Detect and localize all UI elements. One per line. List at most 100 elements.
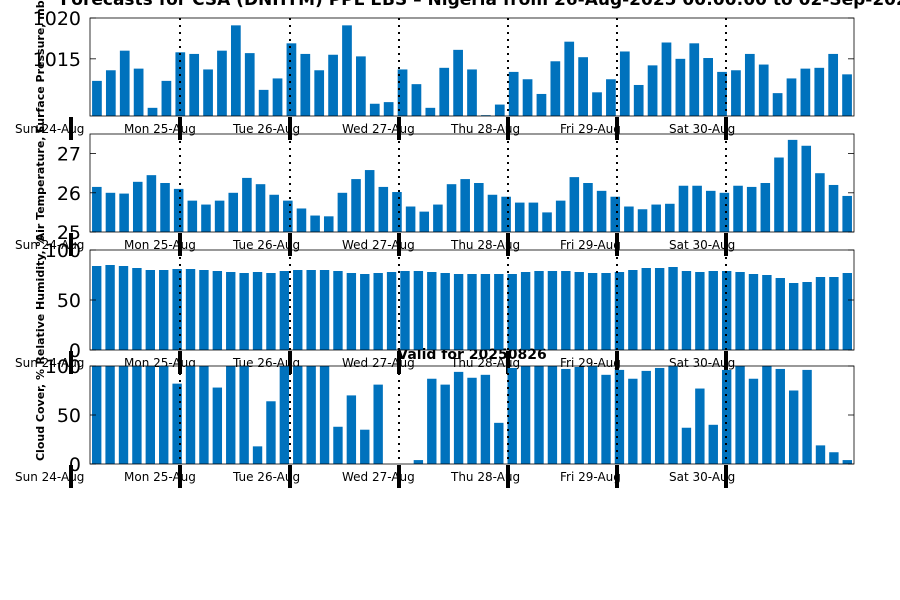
- bar: [252, 446, 263, 464]
- bar: [614, 272, 625, 350]
- x-day-label: Fri 29-Aug: [560, 470, 621, 484]
- y-tick-label: 100: [45, 356, 81, 378]
- x-day-label: Thu 28-Aug: [450, 238, 520, 252]
- bar: [133, 68, 144, 116]
- bar: [522, 79, 533, 116]
- bar: [346, 395, 357, 464]
- bar: [226, 366, 236, 464]
- bar: [731, 70, 741, 116]
- bar: [119, 193, 129, 232]
- bar: [480, 274, 491, 350]
- bar: [508, 71, 519, 116]
- bar: [815, 277, 826, 350]
- bar: [695, 272, 705, 350]
- bar: [587, 366, 598, 464]
- x-day-label: Tue 26-Aug: [232, 470, 300, 484]
- bar: [286, 43, 297, 116]
- bar: [118, 266, 129, 350]
- bar: [654, 268, 665, 350]
- bar: [306, 270, 316, 350]
- bar: [641, 370, 651, 464]
- y-tick-label: 26: [57, 183, 81, 205]
- x-day-label: Sat 30-Aug: [669, 122, 735, 136]
- y-tick-label: 50: [57, 290, 81, 312]
- bar: [614, 369, 625, 464]
- bar: [419, 211, 430, 232]
- bar: [373, 273, 383, 350]
- bar: [203, 69, 213, 116]
- bar: [360, 429, 370, 464]
- bar: [258, 89, 269, 116]
- y-tick-label: 25: [57, 222, 81, 244]
- x-day-label: Sat 30-Aug: [669, 470, 735, 484]
- bar: [829, 277, 839, 350]
- bar: [534, 366, 544, 464]
- bar: [695, 388, 705, 464]
- bar: [132, 366, 142, 464]
- bar: [467, 274, 477, 350]
- bar: [842, 74, 852, 116]
- bar: [132, 181, 143, 232]
- x-day-label: Fri 29-Aug: [560, 356, 621, 370]
- x-day-label: Wed 27-Aug: [342, 356, 415, 370]
- bar: [439, 67, 450, 116]
- bar: [314, 70, 325, 116]
- bar: [651, 204, 661, 232]
- bar: [386, 272, 397, 350]
- bar: [92, 186, 102, 232]
- bar: [633, 84, 644, 116]
- bar: [310, 215, 320, 232]
- bar: [145, 270, 155, 350]
- bar: [392, 192, 402, 232]
- bar: [474, 183, 484, 232]
- bar: [411, 84, 422, 116]
- bar: [383, 102, 394, 116]
- bar: [661, 42, 672, 116]
- bar: [333, 426, 343, 464]
- bar: [481, 115, 491, 116]
- y-tick-label: 50: [57, 405, 81, 427]
- y-axis-label: Relative Humidity, %: [34, 235, 47, 364]
- plot-frame: [89, 133, 855, 233]
- bar: [172, 269, 182, 350]
- bar: [92, 366, 102, 464]
- bar: [266, 401, 276, 464]
- bar: [788, 390, 799, 464]
- bar: [293, 366, 303, 464]
- bar: [501, 196, 511, 232]
- bar: [283, 200, 293, 232]
- bar: [628, 378, 638, 464]
- y-tick-label: 1020: [33, 8, 81, 30]
- bar: [762, 366, 772, 464]
- bar: [744, 53, 755, 116]
- bar: [814, 67, 825, 116]
- bar: [212, 387, 223, 464]
- bar: [802, 369, 812, 464]
- bar: [487, 194, 498, 232]
- bar: [528, 202, 539, 232]
- bar: [252, 272, 263, 350]
- bar: [146, 175, 157, 232]
- bar: [748, 274, 759, 350]
- bar: [440, 384, 450, 464]
- bar: [337, 192, 348, 232]
- bar: [654, 367, 665, 464]
- bar: [427, 378, 437, 464]
- bar: [189, 53, 200, 116]
- bar: [306, 366, 316, 464]
- bar: [596, 190, 607, 232]
- bar: [187, 200, 198, 232]
- bar: [703, 58, 713, 116]
- bar: [815, 173, 825, 232]
- bar: [199, 270, 209, 350]
- bar: [255, 184, 266, 232]
- bar: [561, 271, 571, 350]
- bar: [507, 367, 517, 464]
- bar: [214, 200, 225, 232]
- bar: [480, 374, 491, 464]
- bar: [842, 273, 852, 350]
- bar: [772, 93, 783, 116]
- bar: [279, 366, 290, 464]
